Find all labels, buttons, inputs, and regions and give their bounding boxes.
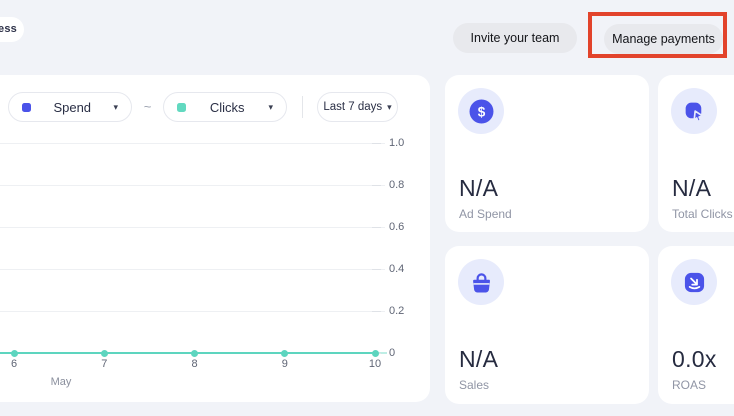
- sales-value: N/A: [459, 346, 499, 372]
- y-axis-tick: [372, 185, 381, 186]
- x-axis-tick-label: 7: [101, 358, 108, 370]
- x-axis-tick-label: 10: [368, 358, 382, 370]
- data-point: [371, 349, 379, 357]
- chevron-down-icon: ▾: [268, 101, 273, 112]
- date-range-label: Last 7 days: [323, 101, 383, 113]
- y-axis-tick-label: 1.0: [389, 136, 405, 149]
- stat-card-ad-spend: $ N/A Ad Spend: [445, 75, 649, 232]
- data-point: [191, 349, 198, 357]
- series1-dropdown-label: Spend: [53, 99, 92, 115]
- total-clicks-label: Total Clicks: [672, 207, 733, 221]
- chevron-down-icon: ▾: [387, 101, 392, 112]
- x-axis-month-label: May: [50, 376, 72, 388]
- chart-card: [0, 75, 430, 402]
- roas-label: ROAS: [672, 378, 707, 392]
- chart-gridline: [0, 311, 385, 312]
- y-axis-tick: [372, 311, 381, 312]
- invite-team-button[interactable]: Invite your team: [453, 23, 577, 53]
- y-axis-tick: [372, 269, 381, 270]
- data-point: [10, 349, 18, 357]
- data-point: [100, 349, 108, 357]
- shopping-bag-icon: [458, 259, 504, 305]
- y-axis-tick: [372, 143, 381, 144]
- x-axis-tick-label: 8: [191, 358, 198, 370]
- date-range-dropdown[interactable]: Last 7 days ▾: [317, 92, 398, 122]
- sales-label: Sales: [459, 378, 490, 392]
- x-axis-tick-label: 9: [281, 358, 288, 370]
- manage-payments-button[interactable]: Manage payments: [604, 24, 723, 54]
- series-separator: ~: [143, 99, 152, 114]
- chart-gridline: [0, 227, 385, 228]
- ad-spend-label: Ad Spend: [459, 207, 512, 221]
- stat-card-sales: N/A Sales: [445, 246, 649, 404]
- y-axis-tick-label: 0.8: [389, 178, 405, 191]
- chart-gridline: [0, 269, 385, 270]
- y-axis-tick-label: 0.2: [389, 304, 405, 317]
- series2-color-swatch: [177, 102, 186, 112]
- clicks-series-line: [0, 351, 377, 354]
- dollar-circle-icon: $: [458, 88, 504, 134]
- return-arrow-icon: [671, 259, 717, 305]
- data-point: [281, 349, 289, 357]
- controls-divider: [302, 96, 303, 118]
- y-axis-tick: [372, 227, 381, 228]
- roas-value: 0.0x: [672, 346, 717, 372]
- series1-dropdown[interactable]: Spend ▾: [8, 92, 132, 122]
- clicks-series-line-end: [377, 351, 387, 354]
- plan-badge: ess: [0, 17, 24, 42]
- x-axis-tick-label: 6: [10, 358, 18, 370]
- svg-text:$: $: [477, 104, 485, 119]
- y-axis-tick-label: 0.6: [389, 220, 405, 233]
- chart-gridline: [0, 185, 385, 186]
- stat-card-roas: 0.0x ROAS: [658, 246, 734, 404]
- y-axis-tick-label: 0: [389, 346, 396, 359]
- series2-dropdown[interactable]: Clicks ▾: [163, 92, 287, 122]
- ad-spend-value: N/A: [459, 175, 499, 201]
- series1-color-swatch: [22, 102, 31, 112]
- total-clicks-value: N/A: [672, 175, 712, 201]
- chevron-down-icon: ▾: [113, 101, 118, 112]
- stat-card-total-clicks: N/A Total Clicks: [658, 75, 734, 232]
- chart-gridline: [0, 143, 385, 144]
- cursor-click-icon: [671, 88, 717, 134]
- series2-dropdown-label: Clicks: [209, 99, 245, 115]
- y-axis-tick-label: 0.4: [389, 262, 405, 275]
